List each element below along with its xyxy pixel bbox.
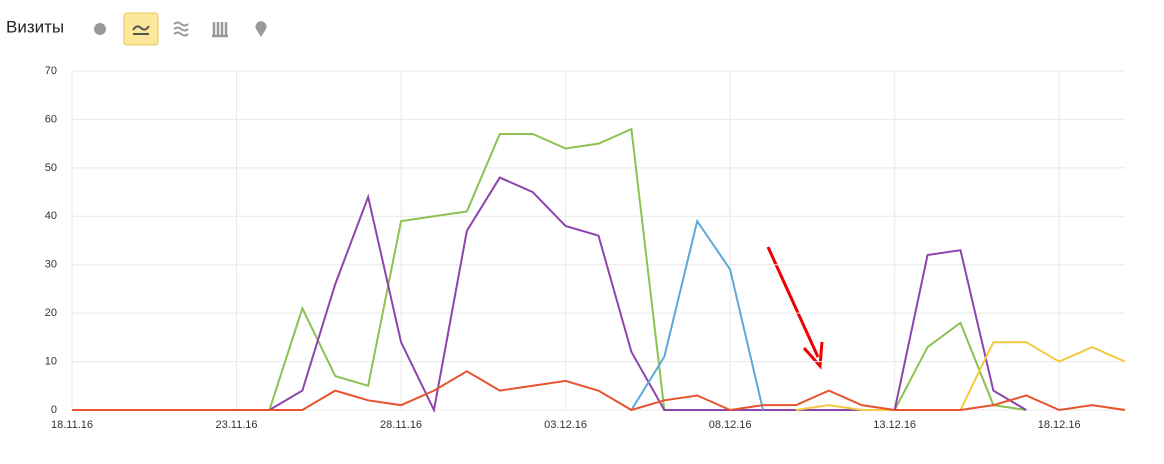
y-tick-label: 50 [45, 162, 57, 174]
y-tick-label: 0 [51, 404, 57, 416]
map-view-icon[interactable] [255, 21, 267, 37]
bar-view-icon[interactable] [212, 22, 228, 38]
page-title: Визиты [6, 17, 64, 36]
x-tick-label: 18.11.16 [51, 419, 93, 431]
series-line [72, 370, 1126, 412]
x-tick-label: 23.11.16 [216, 419, 258, 431]
lines [72, 127, 1126, 414]
series-line [795, 341, 1126, 411]
y-tick-label: 60 [45, 113, 57, 125]
annotation-arrow [766, 246, 820, 358]
line-view-glyph [132, 25, 150, 35]
series-line [72, 127, 1027, 411]
x-tick-label: 03.12.16 [544, 419, 587, 431]
annotation-arrowhead [802, 341, 824, 370]
series-line [72, 176, 1027, 414]
y-tick-label: 20 [45, 307, 57, 319]
y-tick-label: 70 [45, 65, 57, 77]
pie-view-icon[interactable] [94, 23, 106, 35]
x-tick-label: 18.12.16 [1038, 419, 1081, 431]
y-tick-label: 40 [45, 210, 57, 222]
y-tick-label: 30 [45, 259, 57, 271]
x-tick-label: 28.11.16 [380, 419, 422, 431]
view-switcher [94, 12, 267, 46]
grid: 0 10 20 30 40 50 60 70 18.11.16 23.11.16 28.11.16 0… [45, 65, 1125, 431]
x-tick-label: 08.12.16 [709, 419, 752, 431]
y-tick-label: 10 [45, 355, 57, 367]
series-line [630, 218, 765, 411]
area-view-icon[interactable] [173, 21, 189, 37]
x-tick-label: 13.12.16 [873, 419, 916, 431]
